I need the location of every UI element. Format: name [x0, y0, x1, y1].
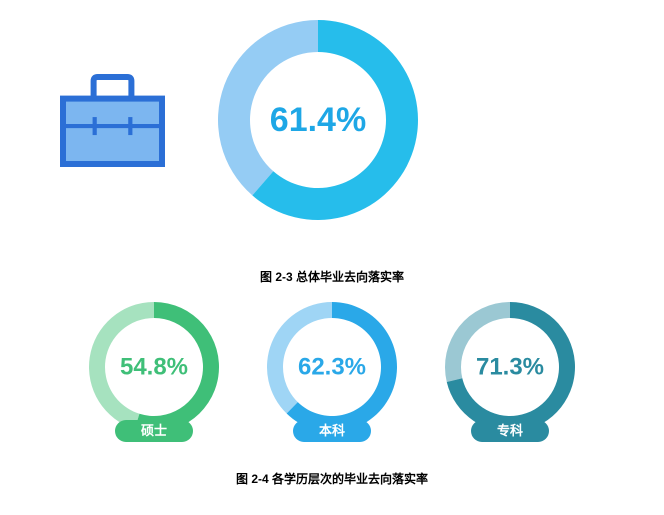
briefcase-icon — [60, 72, 165, 167]
caption-overall: 图 2-3 总体毕业去向落实率 — [0, 268, 664, 285]
degree-donut-chart: 62.3% 本科 — [267, 302, 397, 462]
degree-label-pill: 硕士 — [115, 420, 193, 442]
donut-center-text: 71.3% — [476, 354, 544, 381]
overall-donut-chart: 61.4% — [218, 20, 418, 220]
small-charts-row: 54.8% 硕士 62.3% 本科 71.3% 专科 — [0, 302, 664, 462]
degree-label-pill: 专科 — [471, 420, 549, 442]
degree-label-pill: 本科 — [293, 420, 371, 442]
caption-by-degree: 图 2-4 各学历层次的毕业去向落实率 — [0, 470, 664, 487]
donut-center-text: 61.4% — [270, 101, 366, 139]
donut-center-text: 54.8% — [120, 354, 188, 381]
donut-center-text: 62.3% — [298, 354, 366, 381]
degree-donut-chart: 54.8% 硕士 — [89, 302, 219, 462]
degree-donut-chart: 71.3% 专科 — [445, 302, 575, 462]
page-root: 61.4% 图 2-3 总体毕业去向落实率 54.8% 硕士 62.3% 本科 71.3… — [0, 0, 664, 515]
